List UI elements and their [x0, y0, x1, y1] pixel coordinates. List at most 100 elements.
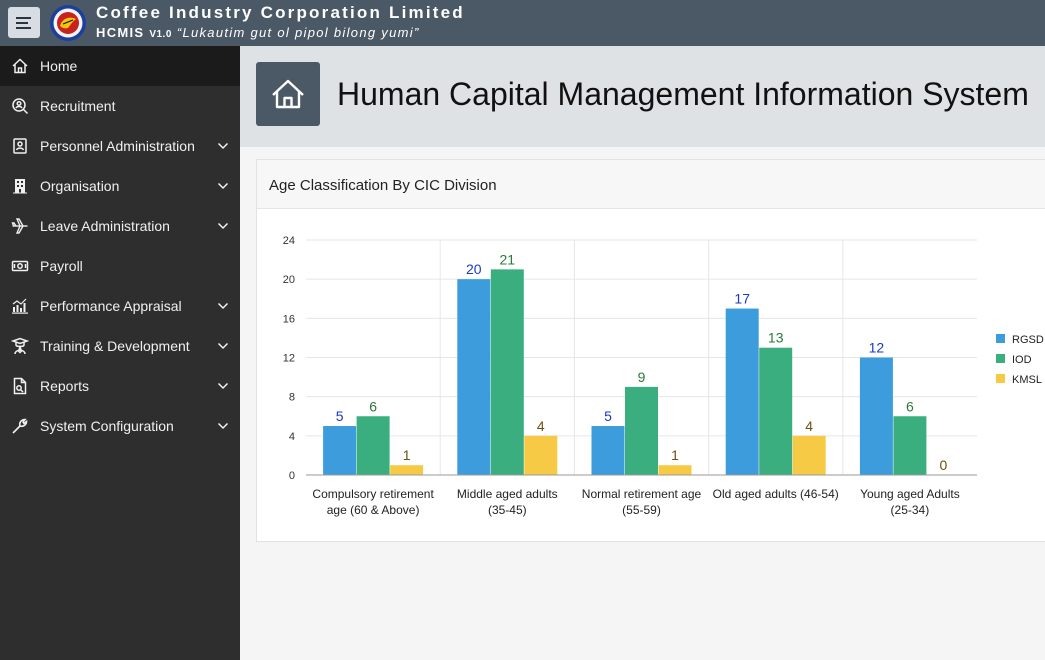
home-icon — [12, 58, 28, 74]
hero-region: Human Capital Management Information Sys… — [240, 46, 1045, 147]
bar-rgsd — [725, 308, 759, 475]
bar-kmsl — [524, 435, 558, 475]
y-tick-label: 4 — [289, 431, 295, 443]
y-tick-label: 0 — [289, 470, 295, 482]
legend-label: KMSL — [1012, 374, 1042, 386]
sidebar-item-label: Organisation — [40, 178, 120, 194]
data-label: 0 — [940, 457, 948, 473]
data-label: 21 — [500, 251, 516, 267]
x-tick-label: age (60 & Above) — [327, 503, 420, 517]
sidebar-item-label: Training & Development — [40, 338, 190, 354]
bar-kmsl — [390, 465, 424, 475]
hero-icon-box — [256, 62, 320, 126]
chevron-down-icon — [217, 302, 229, 310]
sidebar-item-system-configuration[interactable]: System Configuration — [0, 406, 240, 446]
legend-label: IOD — [1012, 354, 1032, 366]
sidebar-item-training-development[interactable]: Training & Development — [0, 326, 240, 366]
wrench-icon — [12, 418, 28, 434]
data-label: 4 — [537, 418, 545, 434]
menu-icon — [16, 17, 31, 19]
y-tick-label: 8 — [289, 392, 295, 404]
x-tick-label: Normal retirement age — [582, 487, 702, 501]
data-label: 9 — [638, 369, 646, 385]
menu-toggle-button[interactable] — [8, 7, 40, 38]
sidebar-item-performance-appraisal[interactable]: Performance Appraisal — [0, 286, 240, 326]
sidebar-item-label: Leave Administration — [40, 218, 170, 234]
sidebar-item-payroll[interactable]: Payroll — [0, 246, 240, 286]
data-label: 12 — [869, 340, 885, 356]
card-title: Age Classification By CIC Division — [269, 177, 497, 194]
sidebar-item-reports[interactable]: Reports — [0, 366, 240, 406]
money-icon — [11, 260, 29, 272]
chevron-down-icon — [217, 342, 229, 350]
chevron-down-icon — [217, 382, 229, 390]
building-icon — [13, 179, 27, 194]
report-icon — [13, 377, 27, 395]
legend-label: RGSD — [1012, 334, 1044, 346]
x-tick-label: Compulsory retirement — [312, 487, 434, 501]
x-tick-label: Old aged adults (46-54) — [713, 487, 839, 501]
bar-kmsl — [658, 465, 692, 475]
bar-rgsd — [457, 279, 491, 475]
sidebar-item-label: Performance Appraisal — [40, 298, 182, 314]
sidebar-item-label: Personnel Administration — [40, 138, 195, 154]
chart-card: Age Classification By CIC Division 0 4 8 12… — [256, 159, 1045, 542]
menu-icon-line — [16, 27, 31, 29]
y-tick-label: 12 — [283, 353, 295, 365]
chevron-down-icon — [217, 142, 229, 150]
main-content: Human Capital Management Information Sys… — [240, 46, 1045, 660]
bar-kmsl — [792, 435, 826, 475]
x-tick-label: (25-34) — [891, 503, 930, 517]
sidebar-item-leave-administration[interactable]: Leave Administration — [0, 206, 240, 246]
bar-rgsd — [859, 357, 893, 475]
legend-swatch — [996, 334, 1005, 343]
data-label: 13 — [768, 330, 784, 346]
company-logo — [50, 5, 86, 41]
sidebar-item-recruitment[interactable]: Recruitment — [0, 86, 240, 126]
plane-icon — [11, 218, 28, 234]
x-tick-label: Young aged Adults — [860, 487, 960, 501]
app-subtitle: HCMIS V1.0 “Lukautim gut ol pipol bilong… — [96, 25, 420, 40]
bar-rgsd — [323, 426, 357, 475]
sidebar-item-label: Reports — [40, 378, 90, 394]
sidebar-item-label: Recruitment — [40, 98, 116, 114]
card-header: Age Classification By CIC Division — [257, 160, 1045, 209]
sidebar-item-personnel-administration[interactable]: Personnel Administration — [0, 126, 240, 166]
data-label: 4 — [805, 418, 813, 434]
trainer-icon — [11, 337, 29, 355]
menu-icon-line — [16, 22, 28, 24]
bar-iod — [893, 416, 927, 475]
bar-rgsd — [591, 426, 625, 475]
legend-swatch — [996, 374, 1005, 383]
data-label: 6 — [906, 398, 914, 414]
data-label: 5 — [336, 408, 344, 424]
top-bar: Coffee Industry Corporation Limited HCMI… — [0, 0, 1045, 46]
recruitment-icon — [12, 98, 29, 115]
bar-iod — [490, 269, 524, 475]
sidebar-item-label: System Configuration — [40, 418, 174, 434]
y-tick-label: 16 — [283, 313, 295, 325]
chevron-down-icon — [217, 422, 229, 430]
bar-iod — [759, 347, 793, 475]
data-label: 1 — [403, 447, 411, 463]
app-acronym: HCMIS — [96, 25, 145, 40]
sidebar: Home Recruitment Personnel Administratio… — [0, 46, 240, 660]
legend-swatch — [996, 354, 1005, 363]
sidebar-item-label: Home — [40, 58, 78, 74]
y-tick-label: 20 — [283, 274, 295, 286]
x-tick-label: Middle aged adults — [457, 487, 558, 501]
x-tick-label: (35-45) — [488, 503, 527, 517]
sidebar-item-organisation[interactable]: Organisation — [0, 166, 240, 206]
data-label: 1 — [671, 447, 679, 463]
id-card-icon — [13, 138, 27, 154]
bar-iod — [356, 416, 390, 475]
app-version: V1.0 — [149, 29, 172, 40]
home-icon — [272, 79, 304, 109]
app-motto: “Lukautim gut ol pipol bilong yumi” — [176, 25, 420, 40]
sidebar-item-label: Payroll — [40, 258, 83, 274]
data-label: 20 — [466, 261, 482, 277]
data-label: 5 — [604, 408, 612, 424]
data-label: 17 — [734, 291, 750, 307]
sidebar-item-home[interactable]: Home — [0, 46, 240, 86]
